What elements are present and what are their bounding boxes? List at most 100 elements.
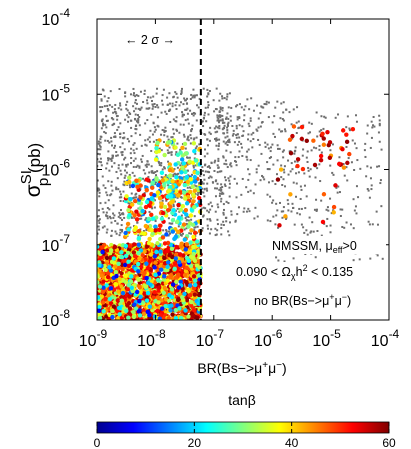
tanb-point <box>137 299 142 304</box>
grey-point <box>107 159 110 162</box>
grey-point <box>119 199 122 202</box>
tanb-point <box>163 304 168 309</box>
tanb-point <box>147 304 153 309</box>
grey-point <box>154 183 157 186</box>
grey-point <box>353 169 356 172</box>
grey-point <box>129 93 132 96</box>
grey-point <box>165 199 168 202</box>
grey-point <box>186 163 189 166</box>
tanb-point <box>144 177 150 182</box>
tanb-point <box>127 244 133 249</box>
tanb-point <box>146 240 152 246</box>
tanb-point <box>124 194 129 199</box>
grey-point <box>313 208 316 211</box>
grey-point <box>229 162 232 165</box>
grey-point <box>106 139 109 142</box>
grey-point <box>173 200 176 203</box>
tanb-point <box>173 145 178 150</box>
grey-point <box>194 147 197 150</box>
tanb-point <box>107 296 113 302</box>
grey-point <box>100 161 103 164</box>
grey-point <box>266 143 269 146</box>
grey-point <box>133 92 136 95</box>
tanb-point <box>182 196 188 201</box>
grey-point <box>230 165 233 168</box>
grey-point <box>162 229 165 232</box>
grey-point <box>172 173 175 176</box>
grey-point <box>169 232 172 235</box>
grey-point <box>282 149 285 152</box>
grey-point <box>110 165 113 168</box>
tanb-point <box>192 258 197 263</box>
grey-point <box>174 91 177 94</box>
grey-point <box>203 133 206 136</box>
grey-point <box>129 112 132 115</box>
grey-point <box>216 187 219 190</box>
tanb-point <box>127 179 132 185</box>
grey-point <box>304 207 307 210</box>
grey-point <box>266 219 269 222</box>
grey-point <box>134 157 137 160</box>
x-axis-label: BR(Bs−>μ+μ−) <box>197 360 286 376</box>
grey-point <box>308 175 311 178</box>
grey-point <box>214 138 217 141</box>
grey-point <box>192 94 195 97</box>
grey-point <box>177 225 180 228</box>
annotation-relic-sup: 2 <box>303 263 308 273</box>
grey-point <box>366 165 369 168</box>
x-axis-ticks: 10-9 10-8 10-7 10-6 10-5 10-4 <box>79 19 400 350</box>
annotation-model-text: NMSSM, μ <box>272 239 333 253</box>
grey-point <box>148 140 151 143</box>
grey-point <box>346 115 349 118</box>
grey-point <box>123 184 126 187</box>
grey-point <box>379 182 382 185</box>
grey-point <box>125 171 128 174</box>
grey-point <box>136 164 139 167</box>
grey-point <box>221 119 224 122</box>
grey-point <box>193 226 196 229</box>
grey-point <box>161 199 164 202</box>
grey-point <box>122 200 125 203</box>
grey-point <box>312 146 315 149</box>
tanb-point <box>126 207 131 213</box>
grey-point <box>297 120 300 123</box>
tanb-point <box>161 277 167 282</box>
grey-point <box>326 217 329 220</box>
grey-point <box>156 124 159 127</box>
grey-point <box>266 193 269 196</box>
grey-point <box>249 117 252 120</box>
grey-point <box>257 117 260 120</box>
annotation-model-sub: eff <box>333 245 343 255</box>
grey-point <box>367 189 370 192</box>
tanb-point <box>193 179 198 184</box>
grey-point <box>235 136 238 139</box>
annotation-constraint-mid: μ <box>335 294 342 308</box>
annotation-constraint: no BR(Bs−>μ+μ−) <box>249 291 383 309</box>
grey-point <box>318 144 321 147</box>
grey-point <box>248 108 251 111</box>
tanb-point <box>103 296 108 302</box>
grey-point <box>112 118 115 121</box>
grey-point <box>119 190 122 193</box>
grey-point <box>108 169 111 172</box>
grey-point <box>245 210 248 213</box>
grey-point <box>166 96 169 99</box>
grey-point <box>221 109 224 112</box>
tanb-point <box>133 306 139 311</box>
grey-point <box>247 178 250 181</box>
grey-point <box>180 196 183 199</box>
grey-point <box>290 210 293 213</box>
grey-point <box>101 175 104 178</box>
grey-point <box>217 148 220 151</box>
grey-point <box>219 192 222 195</box>
grey-point <box>215 179 218 182</box>
tanb-point <box>187 283 193 288</box>
tanb-point <box>153 228 158 233</box>
grey-point <box>160 133 163 136</box>
grey-point <box>206 209 209 212</box>
grey-point <box>307 132 310 135</box>
grey-point <box>296 160 299 163</box>
tanb-point <box>165 194 170 199</box>
tanb-point <box>178 207 184 212</box>
grey-point <box>192 164 195 167</box>
